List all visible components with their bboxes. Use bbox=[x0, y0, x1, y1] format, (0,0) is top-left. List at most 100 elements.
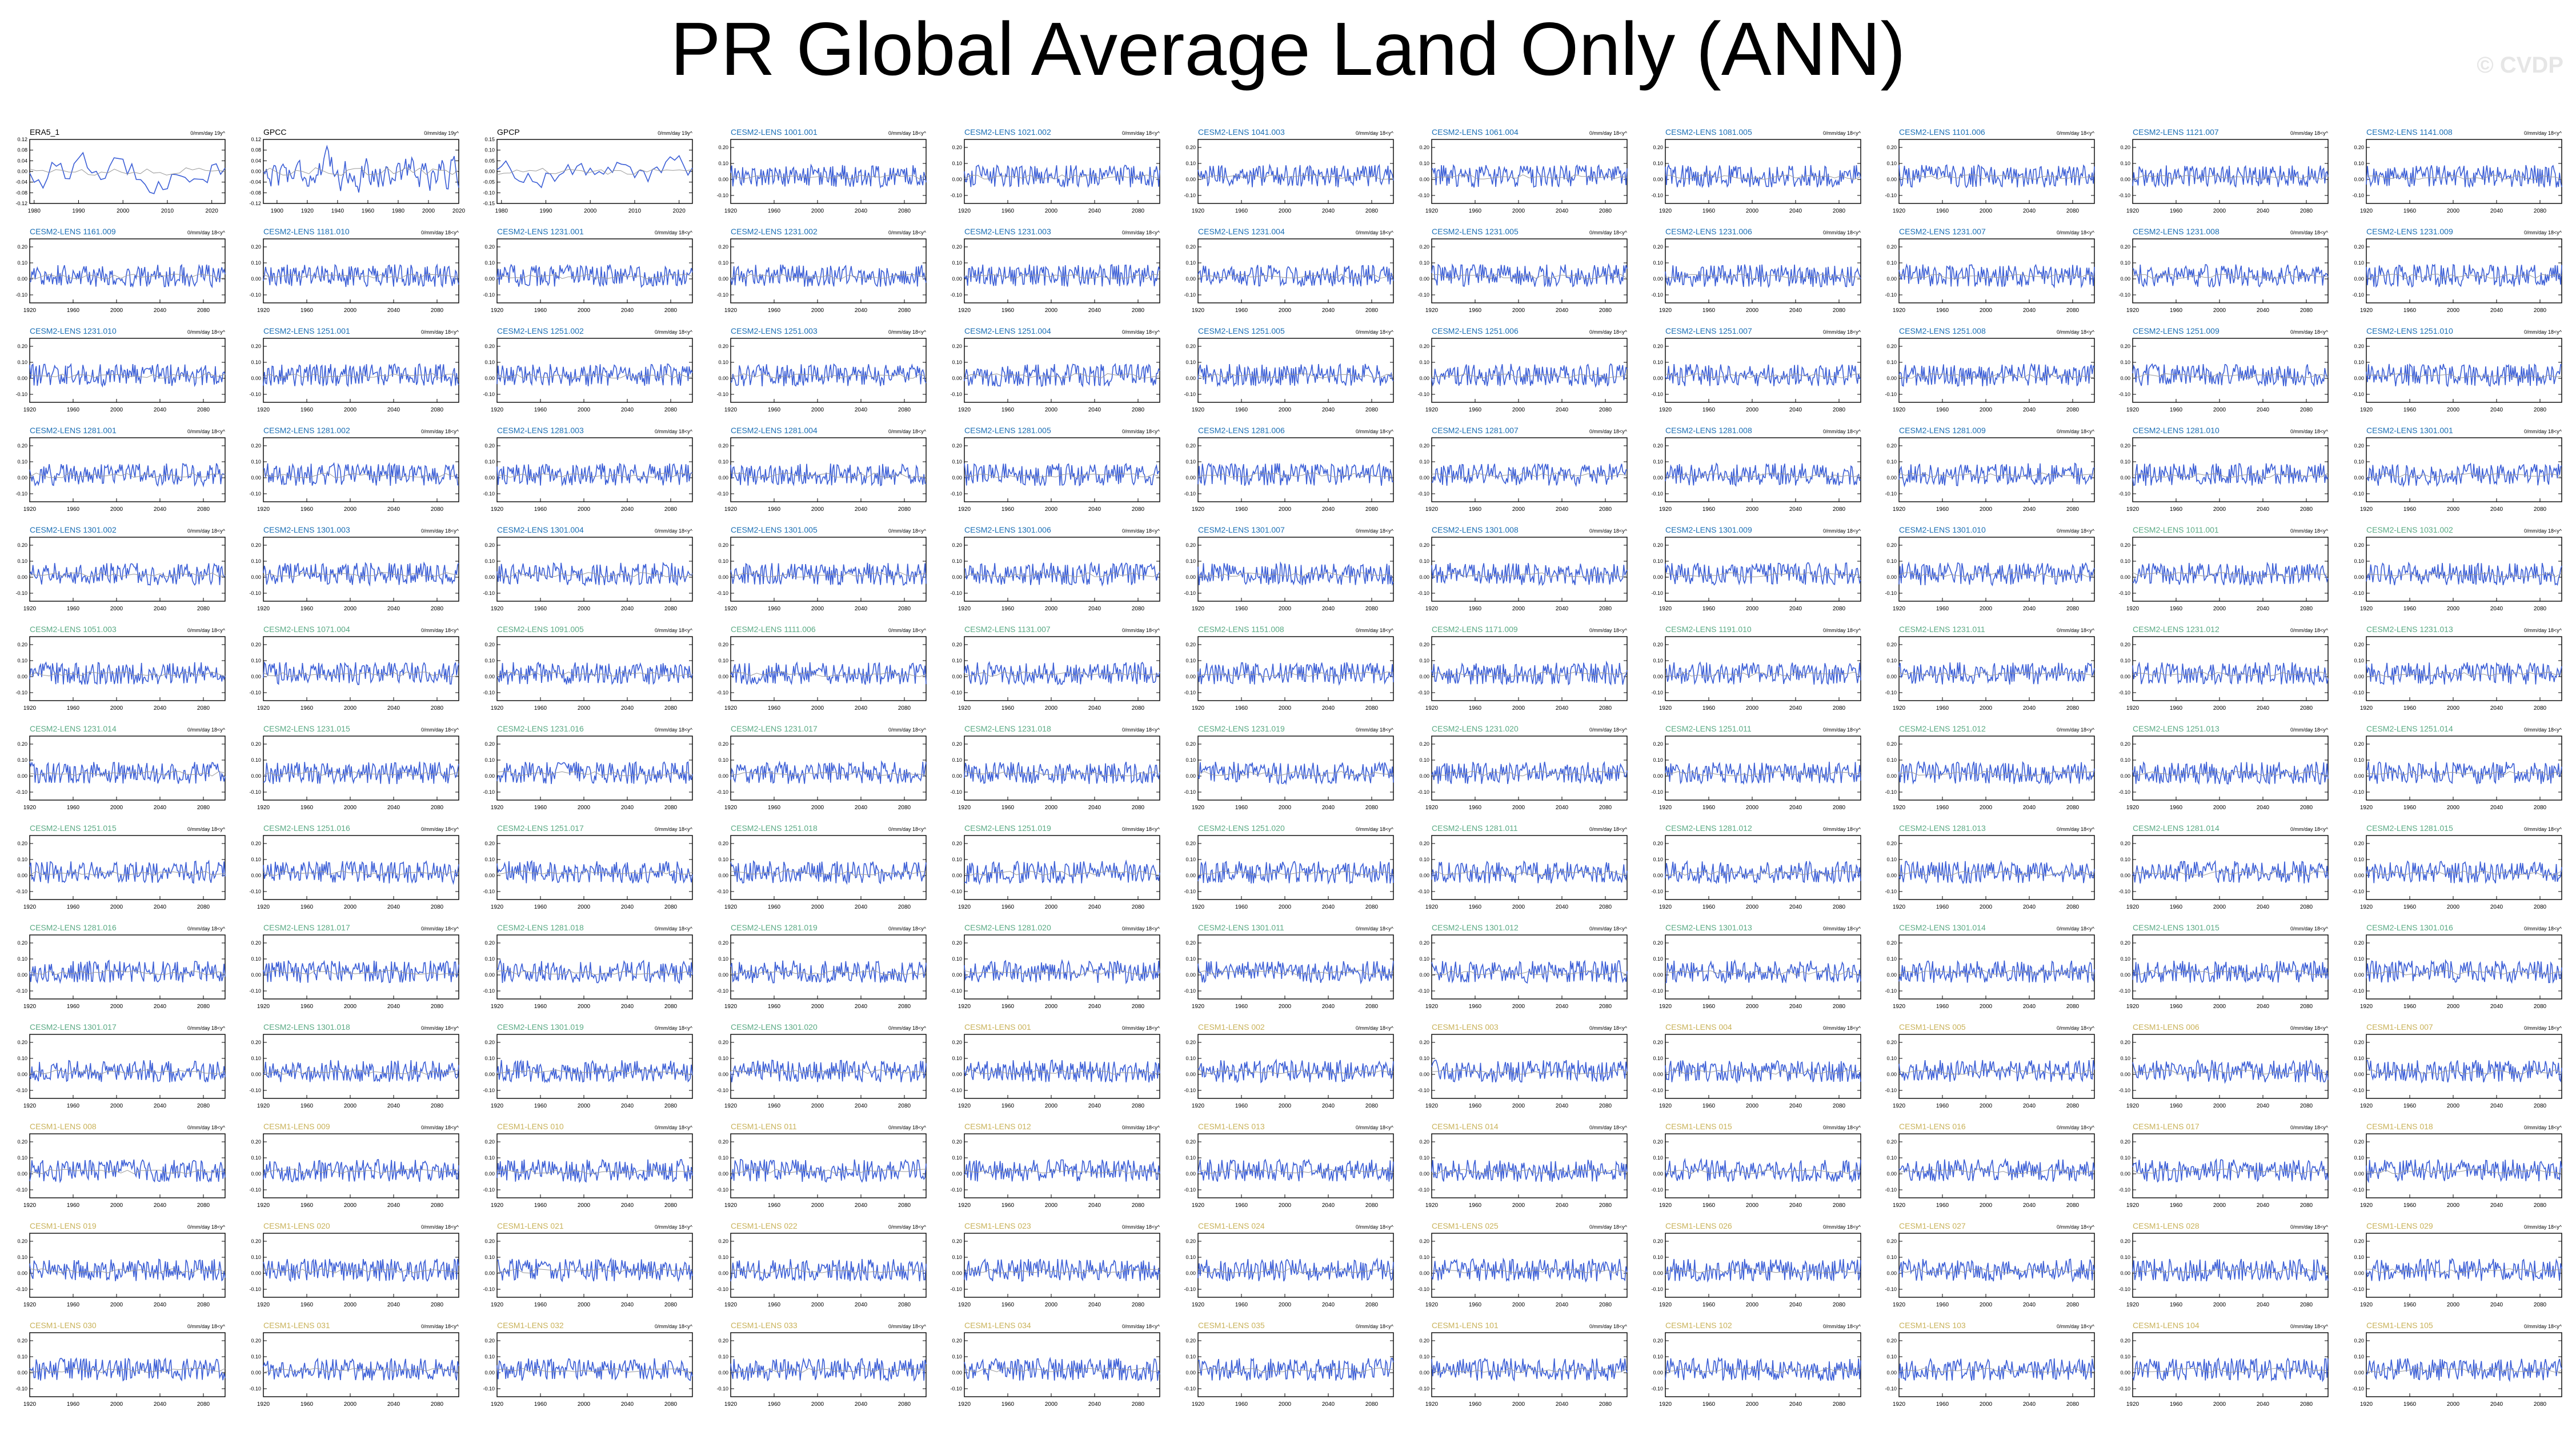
y-tick-label: 0.10 bbox=[2120, 359, 2130, 365]
x-tick-label: 1920 bbox=[958, 208, 971, 214]
y-tick-label: -0.10 bbox=[1184, 491, 1196, 497]
trend-line bbox=[1431, 373, 1628, 378]
x-tick-label: 1920 bbox=[958, 606, 971, 612]
x-tick-label: 2080 bbox=[1365, 1004, 1379, 1010]
y-tick-label: 0.00 bbox=[1886, 375, 1897, 381]
panel-66: CESM2-LENS 1231.014 0/mm/day 18<y^-0.100.… bbox=[15, 724, 226, 811]
panel-units: 0/mm/day 18<y^ bbox=[421, 1224, 459, 1230]
x-tick-label: 2000 bbox=[1512, 1103, 1525, 1109]
trend-line bbox=[730, 572, 927, 578]
x-tick-label: 1920 bbox=[1425, 1004, 1439, 1010]
trend-line bbox=[730, 1368, 927, 1373]
y-tick-label: 0.20 bbox=[1653, 244, 1663, 250]
y-tick-label: 0.00 bbox=[1886, 1370, 1897, 1376]
y-tick-label: 0.10 bbox=[1419, 558, 1429, 564]
trend-line bbox=[1431, 1368, 1628, 1373]
y-tick-label: -0.10 bbox=[716, 193, 728, 198]
panel-title: GPCC bbox=[263, 127, 286, 137]
y-tick-label: 0.10 bbox=[1185, 1254, 1196, 1260]
y-tick-label: 0.00 bbox=[718, 276, 728, 282]
y-tick-label: 0.00 bbox=[1185, 674, 1196, 679]
y-tick-label: -0.10 bbox=[15, 590, 27, 596]
panel-title: CESM2-LENS 1191.010 bbox=[1665, 625, 1752, 634]
x-tick-label: 2080 bbox=[2066, 1004, 2080, 1010]
panel-137: CESM1-LENS 035 0/mm/day 18<y^-0.100.000.1… bbox=[1184, 1321, 1394, 1408]
x-tick-label: 1920 bbox=[2126, 904, 2140, 910]
x-tick-label: 2000 bbox=[1512, 407, 1525, 413]
x-tick-label: 1960 bbox=[1936, 1302, 1949, 1308]
x-tick-label: 1920 bbox=[724, 904, 738, 910]
trend-line bbox=[2366, 1069, 2562, 1075]
y-tick-label: 0.00 bbox=[17, 169, 27, 174]
x-tick-label: 2080 bbox=[898, 1302, 911, 1308]
x-tick-label: 1920 bbox=[1659, 307, 1672, 314]
y-tick-label: 0.20 bbox=[952, 642, 962, 647]
series-line bbox=[1898, 462, 2095, 487]
trend-line bbox=[730, 1268, 927, 1274]
panel-20: CESM2-LENS 1231.008 0/mm/day 18<y^-0.100.… bbox=[2118, 227, 2328, 314]
x-tick-label: 1960 bbox=[301, 407, 314, 413]
panel-frame bbox=[730, 934, 927, 1000]
panel-frame bbox=[2132, 1332, 2329, 1397]
series-line bbox=[1431, 1357, 1628, 1382]
y-tick-label: 0.00 bbox=[1419, 873, 1429, 878]
panel-title: CESM2-LENS 1251.013 bbox=[2133, 724, 2220, 733]
y-tick-label: 0.20 bbox=[1886, 940, 1897, 946]
trend-line bbox=[1898, 1368, 2095, 1373]
y-tick-label: -0.10 bbox=[716, 1386, 728, 1392]
y-tick-label: 0.10 bbox=[484, 147, 495, 153]
x-tick-label: 1960 bbox=[768, 407, 781, 413]
series-line bbox=[1431, 1160, 1628, 1182]
x-tick-label: 2080 bbox=[197, 1401, 210, 1408]
x-tick-label: 2080 bbox=[2534, 705, 2547, 711]
x-tick-label: 1920 bbox=[2360, 606, 2373, 612]
panel-frame bbox=[2366, 139, 2562, 204]
y-tick-label: 0.10 bbox=[952, 1155, 962, 1161]
x-tick-label: 2080 bbox=[431, 307, 444, 314]
x-tick-label: 2040 bbox=[2023, 407, 2036, 413]
x-tick-label: 2080 bbox=[898, 1401, 911, 1408]
y-tick-label: 0.20 bbox=[17, 642, 27, 647]
x-tick-label: 2000 bbox=[1279, 506, 1292, 513]
y-tick-label: 0.10 bbox=[251, 757, 261, 763]
y-tick-label: 0.00 bbox=[2354, 873, 2364, 878]
panel-title: CESM2-LENS 1121.007 bbox=[2133, 127, 2219, 137]
panel-units: 0/mm/day 18<y^ bbox=[1122, 329, 1160, 335]
x-tick-label: 1960 bbox=[67, 805, 80, 811]
x-tick-label: 2080 bbox=[1599, 407, 1612, 413]
trend-line bbox=[496, 572, 693, 578]
panel-title: CESM1-LENS 020 bbox=[263, 1221, 330, 1230]
x-tick-label: 2000 bbox=[1512, 1302, 1525, 1308]
panel-title: CESM2-LENS 1301.018 bbox=[263, 1022, 350, 1032]
x-tick-label: 1960 bbox=[768, 606, 781, 612]
x-tick-label: 2080 bbox=[1365, 506, 1379, 513]
x-tick-label: 1960 bbox=[534, 506, 547, 513]
panel-title: CESM1-LENS 033 bbox=[731, 1321, 798, 1330]
x-tick-label: 2000 bbox=[2213, 1004, 2226, 1010]
trend-line bbox=[1431, 1069, 1628, 1075]
x-tick-label: 1920 bbox=[2126, 1004, 2140, 1010]
panel-frame bbox=[2366, 934, 2562, 1000]
y-tick-label: 0.10 bbox=[1886, 459, 1897, 465]
y-tick-label: 0.10 bbox=[952, 1354, 962, 1360]
x-tick-label: 2040 bbox=[1322, 1302, 1335, 1308]
panel-52: CESM2-LENS 1301.010 0/mm/day 18<y^-0.100.… bbox=[1885, 525, 2094, 612]
x-tick-label: 1960 bbox=[1235, 904, 1248, 910]
x-tick-label: 2040 bbox=[1556, 208, 1569, 214]
x-tick-label: 2040 bbox=[1556, 1202, 1569, 1209]
panel-units: 0/mm/day 18<y^ bbox=[2290, 528, 2329, 534]
panel-frame bbox=[964, 1133, 1160, 1198]
series-line bbox=[2366, 165, 2562, 189]
y-tick-label: 0.00 bbox=[1419, 773, 1429, 779]
x-tick-label: 2040 bbox=[1088, 904, 1101, 910]
panel-frame bbox=[964, 338, 1160, 403]
series-line bbox=[1431, 363, 1628, 388]
panel-frame bbox=[496, 537, 693, 602]
y-tick-label: 0.20 bbox=[952, 940, 962, 946]
x-tick-label: 2000 bbox=[578, 805, 591, 811]
x-tick-label: 2000 bbox=[110, 904, 123, 910]
y-tick-label: 0.20 bbox=[17, 940, 27, 946]
y-tick-label: 0.20 bbox=[952, 145, 962, 150]
panel-units: 0/mm/day 18<y^ bbox=[2524, 230, 2562, 235]
panel-title: CESM2-LENS 1231.015 bbox=[263, 724, 350, 733]
